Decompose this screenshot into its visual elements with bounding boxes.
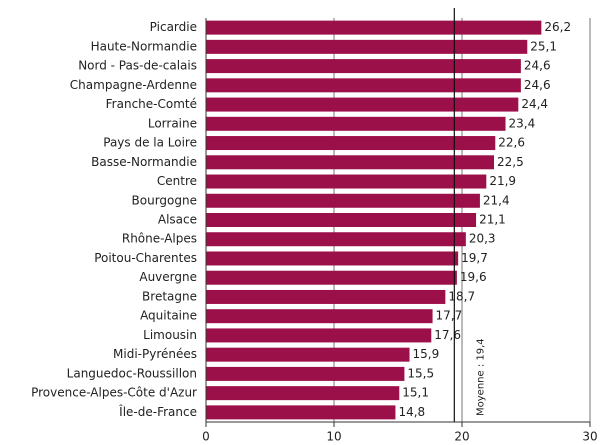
y-tick-label: Haute-Normandie	[91, 39, 197, 53]
bar	[206, 405, 396, 420]
y-tick-label: Bretagne	[142, 289, 197, 303]
x-tick-label: 0	[202, 430, 210, 444]
y-tick-label: Languedoc-Roussillon	[67, 366, 197, 380]
bar	[206, 366, 405, 381]
bar	[206, 39, 528, 54]
value-label: 23,4	[509, 116, 536, 130]
bar	[206, 116, 506, 131]
bar	[206, 59, 521, 74]
bar	[206, 136, 496, 151]
bar	[206, 193, 480, 208]
bar	[206, 386, 400, 401]
bar	[206, 328, 432, 343]
y-tick-label: Rhône-Alpes	[122, 232, 197, 246]
y-tick-label: Limousin	[143, 328, 197, 342]
y-tick-label: Picardie	[150, 20, 197, 34]
y-tick-label: Midi-Pyrénées	[113, 347, 197, 361]
y-tick-label: Île-de-France	[118, 404, 197, 419]
y-tick-label: Provence-Alpes-Côte d'Azur	[31, 386, 197, 400]
bar	[206, 97, 519, 112]
value-label: 20,3	[469, 232, 496, 246]
y-tick-label: Bourgogne	[132, 193, 197, 207]
value-label: 24,6	[524, 59, 551, 73]
y-tick-label: Poitou-Charentes	[94, 251, 197, 265]
value-label: 21,1	[479, 213, 506, 227]
x-tick-label: 20	[454, 430, 469, 444]
value-label: 15,1	[402, 386, 429, 400]
bar	[206, 347, 410, 362]
value-label: 24,6	[524, 78, 551, 92]
value-label: 14,8	[398, 405, 425, 419]
y-tick-label: Alsace	[158, 213, 197, 227]
value-label: 15,5	[407, 366, 434, 380]
x-tick-label: 10	[326, 430, 341, 444]
value-label: 15,9	[413, 347, 440, 361]
value-label: 24,4	[521, 97, 548, 111]
y-tick-label: Auvergne	[139, 270, 197, 284]
y-tick-label: Franche-Comté	[106, 97, 197, 111]
value-label: 21,9	[489, 174, 516, 188]
value-label: 21,4	[483, 193, 510, 207]
bar	[206, 251, 459, 266]
value-label: 22,6	[498, 136, 525, 150]
y-tick-label: Centre	[157, 174, 197, 188]
bar	[206, 174, 487, 189]
bar	[206, 78, 521, 93]
value-label: 18,7	[448, 289, 475, 303]
bar	[206, 20, 542, 35]
value-label: 19,6	[460, 270, 487, 284]
y-tick-label: Aquitaine	[140, 309, 197, 323]
value-label: 25,1	[530, 39, 557, 53]
y-tick-label: Lorraine	[148, 116, 197, 130]
value-label: 17,7	[436, 309, 463, 323]
x-tick-label: 30	[582, 430, 597, 444]
value-label: 22,5	[497, 155, 524, 169]
y-tick-label: Pays de la Loire	[103, 136, 197, 150]
value-label: 17,6	[434, 328, 461, 342]
y-tick-label: Champagne-Ardenne	[70, 78, 197, 92]
bar	[206, 213, 477, 227]
y-tick-label: Basse-Normandie	[91, 155, 197, 169]
y-tick-label: Nord - Pas-de-calais	[78, 59, 197, 73]
bar	[206, 270, 457, 285]
bar	[206, 155, 494, 170]
bar	[206, 309, 433, 324]
value-label: 19,7	[461, 251, 488, 265]
mean-label: Moyenne : 19,4	[475, 338, 486, 416]
value-label: 26,2	[544, 20, 571, 34]
bar	[206, 289, 446, 304]
bar	[206, 232, 466, 247]
